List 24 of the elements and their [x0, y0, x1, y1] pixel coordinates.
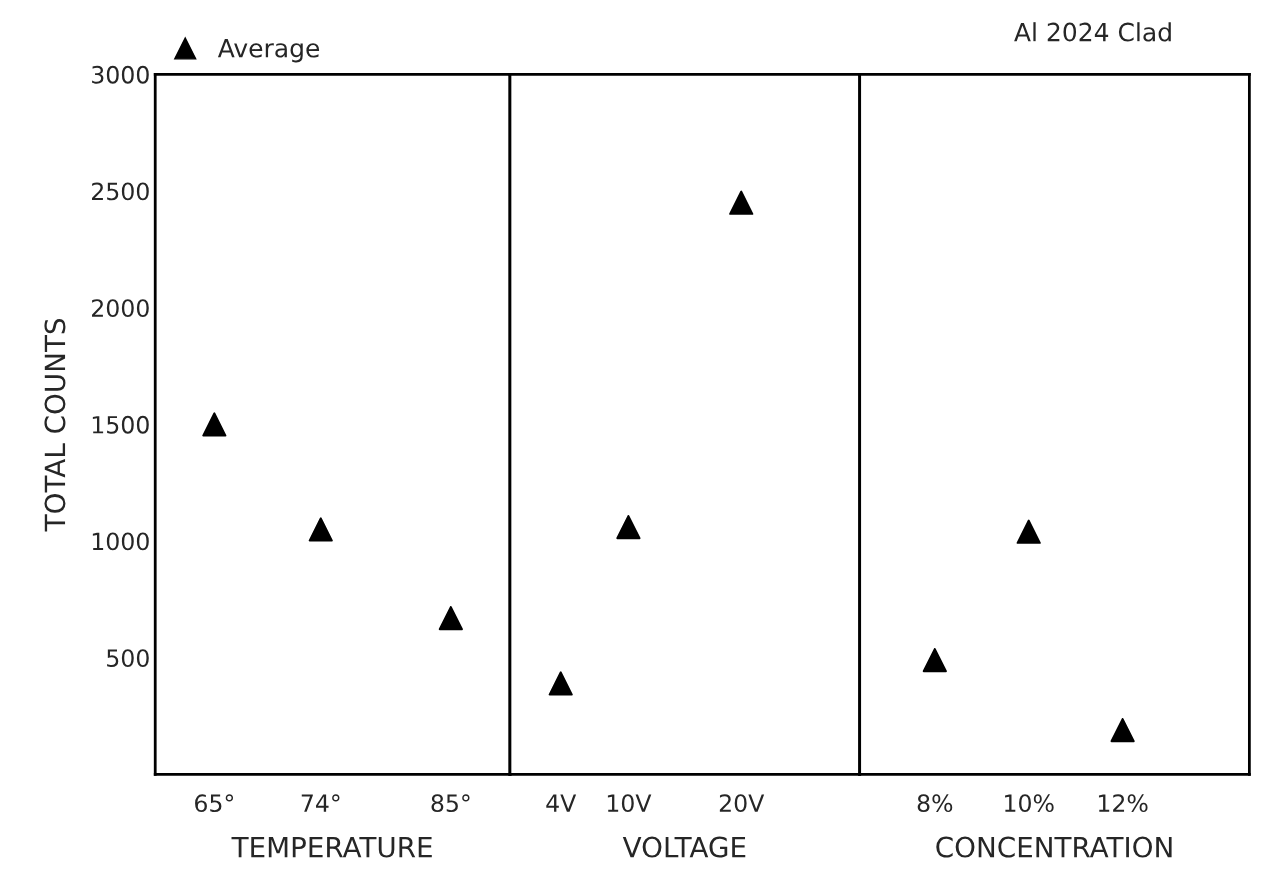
y-tick-label: 3000 — [92, 65, 149, 84]
x-tick-label: 85° — [431, 794, 470, 813]
y-tick-label: 2500 — [92, 182, 149, 201]
x-tick-label: 20V — [719, 794, 765, 813]
point — [438, 605, 463, 631]
x-axis-title: TEMPERATURE — [231, 836, 432, 858]
x-tick-label: 12% — [1098, 794, 1148, 813]
y-tick-label: 2000 — [92, 299, 149, 318]
x-tick-label: 8% — [917, 794, 953, 813]
x-tick-label: 10% — [1005, 794, 1054, 813]
y-tick-label: 500 — [107, 649, 149, 668]
y-axis-title: TOTAL COUNTS — [44, 318, 66, 532]
x-axis-title: CONCENTRATION — [936, 836, 1172, 858]
y-tick-label: 1500 — [92, 415, 149, 434]
point — [308, 517, 333, 542]
x-tick-label: 74° — [301, 794, 340, 812]
y-tick-label: 1000 — [92, 532, 149, 551]
x-tick-label: 10V — [607, 794, 652, 813]
x-axis-title: VOLTAGE — [622, 836, 746, 858]
x-tick-label: 65° — [195, 794, 234, 813]
x-tick-label: 4V — [546, 794, 577, 812]
point — [202, 412, 227, 437]
legend-label: Average — [217, 38, 320, 63]
text: Al 2024 Clad — [1014, 22, 1171, 42]
